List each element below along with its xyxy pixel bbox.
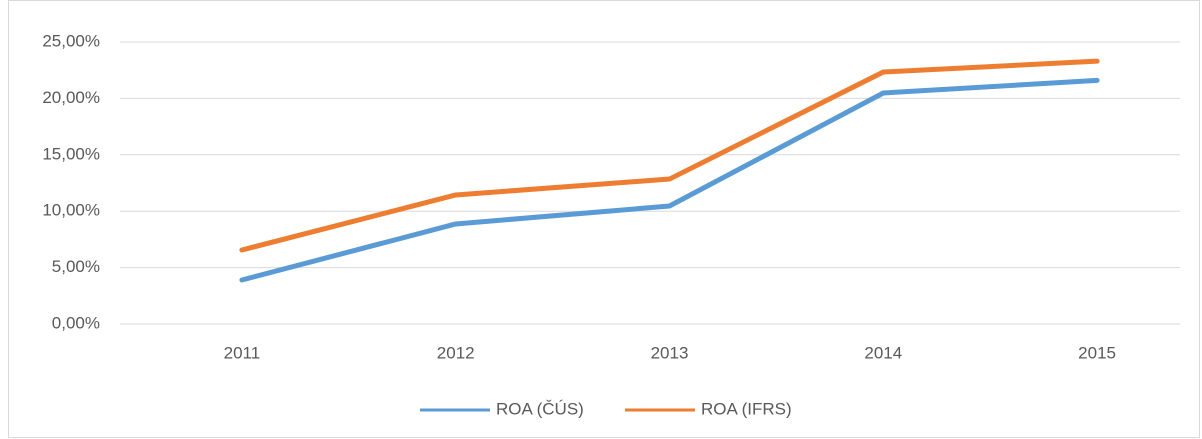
y-tick-label: 20,00%	[42, 88, 100, 107]
x-tick-label: 2015	[1078, 343, 1116, 362]
y-tick-label: 5,00%	[52, 257, 100, 276]
x-tick-label: 2014	[864, 343, 902, 362]
series-line	[239, 77, 1100, 283]
x-tick-label: 2012	[437, 343, 475, 362]
chart-frame	[8, 0, 1200, 438]
x-tick-label: 2013	[651, 343, 689, 362]
y-tick-label: 0,00%	[52, 313, 100, 332]
y-tick-label: 15,00%	[42, 144, 100, 163]
legend-label: ROA (IFRS)	[701, 399, 792, 418]
y-tick-label: 10,00%	[42, 201, 100, 220]
series-line	[239, 58, 1100, 253]
y-tick-label: 25,00%	[42, 31, 100, 50]
x-tick-label: 2011	[224, 343, 261, 362]
legend-label: ROA (ČÚS)	[496, 399, 584, 418]
